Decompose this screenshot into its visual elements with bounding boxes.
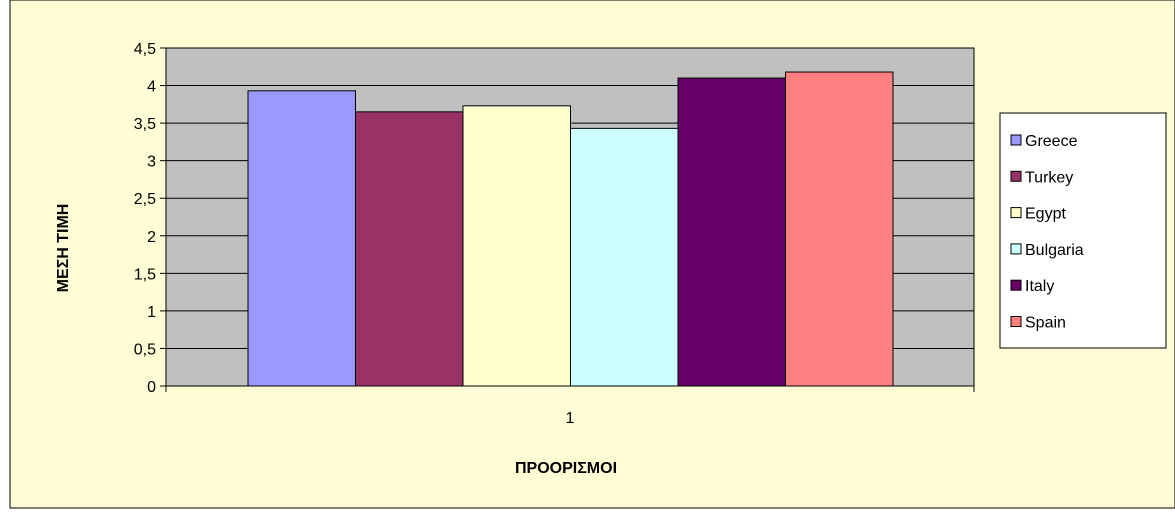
y-tick-label: 0 — [147, 379, 156, 396]
bar-bulgaria — [570, 127, 679, 387]
y-tick-label: 3,5 — [134, 116, 156, 133]
y-tick-label: 2 — [147, 229, 156, 246]
legend-label-turkey: Turkey — [1025, 169, 1073, 186]
legend: Greece Turkey Egypt Bulgaria Italy Spain — [999, 112, 1167, 349]
bar-spain — [785, 71, 894, 387]
y-tick-label: 2,5 — [134, 191, 156, 208]
y-tick-label: 4,5 — [134, 41, 156, 58]
y-tick-label: 0,5 — [134, 341, 156, 358]
legend-swatch-italy — [1010, 279, 1022, 291]
legend-label-bulgaria: Bulgaria — [1025, 242, 1084, 259]
legend-label-spain: Spain — [1025, 315, 1066, 332]
y-tick-label: 1 — [147, 304, 156, 321]
legend-label-egypt: Egypt — [1025, 206, 1066, 223]
legend-swatch-bulgaria — [1010, 243, 1022, 255]
y-tick-label: 4 — [147, 79, 156, 96]
legend-label-greece: Greece — [1025, 133, 1078, 150]
legend-swatch-spain — [1010, 316, 1022, 327]
y-tick-label: 3 — [147, 154, 156, 171]
legend-label-italy: Italy — [1025, 278, 1054, 295]
legend-swatch-greece — [1010, 134, 1022, 146]
legend-box — [999, 112, 1167, 349]
bar-egypt — [462, 105, 571, 387]
y-tick-label: 1,5 — [134, 266, 156, 283]
legend-swatch-turkey — [1010, 170, 1022, 182]
x-tick-label: 1 — [566, 410, 575, 427]
x-axis-title: ΠΡΟΟΡΙΣΜΟΙ — [515, 460, 617, 477]
bar-greece — [247, 90, 356, 387]
y-axis-title: ΜΕΣΗ ΤΙΜΗ — [55, 204, 72, 293]
bar-italy — [677, 77, 786, 387]
legend-swatch-egypt — [1010, 207, 1022, 219]
bar-turkey — [355, 111, 464, 387]
